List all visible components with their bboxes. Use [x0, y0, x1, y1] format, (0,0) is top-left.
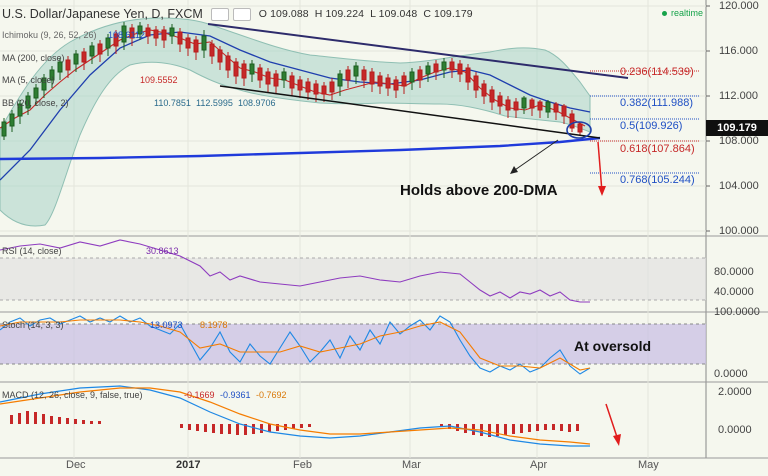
fib-level-label: 0.236(114.539) [620, 66, 694, 78]
price-axis-label: 112.000 [719, 90, 758, 102]
rsi-legend[interactable]: RSI (14, close) [2, 246, 62, 256]
realtime-dot-icon [662, 10, 667, 16]
macd-legend[interactable]: MACD (12, 26, close, 9, false, true) [2, 390, 143, 400]
ma200-line [0, 136, 601, 161]
price-axis-label: 120.000 [719, 0, 759, 12]
candlesticks [1, 22, 583, 140]
macd-line [0, 385, 590, 447]
realtime-label: realtime [671, 8, 704, 18]
ichimoku-legend[interactable]: Ichimoku (9, 26, 52, 26) [2, 30, 97, 40]
oversold-annotation: At oversold [574, 338, 652, 354]
bb-upper-value: 110.7851 [154, 98, 191, 108]
ohlc-low: L 109.048 [370, 8, 418, 20]
fib-level-label: 0.618(107.864) [620, 143, 695, 155]
stoch-k-value: 13.0973 [150, 320, 183, 330]
rsi-line [0, 239, 590, 303]
time-axis-label: Apr [530, 459, 548, 471]
chart-toggle-icon[interactable] [210, 7, 229, 21]
down-arrow-main [597, 141, 603, 193]
ma5-value: 109.5552 [140, 75, 178, 85]
time-axis-label: Mar [402, 459, 421, 471]
chart-header: U.S. Dollar/Japanese Yen, D, FXCM O 109.… [2, 6, 473, 22]
upper-trendline [207, 23, 629, 79]
stoch-axis-label: 100.0000 [714, 306, 760, 318]
ma200-legend[interactable]: MA (200, close) [2, 53, 65, 63]
symbol-title[interactable]: U.S. Dollar/Japanese Yen, D, FXCM [2, 7, 203, 21]
rsi-axis-label: 40.0000 [714, 286, 754, 298]
ma200-value: 108.6112 [108, 30, 145, 40]
fib-level-label: 0.5(109.926) [620, 120, 683, 132]
fib-level-label: 0.382(111.988) [620, 97, 693, 109]
current-price-tag: 109.179 [706, 120, 768, 136]
macd-value: -0.9361 [220, 390, 251, 400]
bb-legend[interactable]: BB (20, close, 2) [2, 98, 69, 108]
macd-hist-value: -0.1669 [184, 390, 215, 400]
time-axis-label: May [638, 459, 659, 471]
stoch-d-value: 8.1978 [200, 320, 228, 330]
stoch-d-line [0, 319, 591, 371]
macd-axis-label: 2.0000 [718, 386, 752, 398]
down-arrow-macd [605, 403, 619, 441]
macd-axis-label: 0.0000 [718, 424, 752, 436]
lower-trendline [219, 85, 601, 139]
price-axis-label: 104.000 [719, 180, 759, 192]
stoch-axis-label: 0.0000 [714, 368, 748, 380]
dma-annotation: Holds above 200-DMA [400, 182, 558, 199]
price-axis-label: 116.000 [719, 45, 758, 57]
time-axis-label: Dec [66, 459, 86, 471]
bb-lower-value: 108.9706 [238, 98, 276, 108]
stoch-k-line [0, 315, 591, 375]
ohlc-open: O 109.088 [258, 8, 309, 20]
price-axis-label: 108.000 [719, 135, 759, 147]
time-axis-label: 2017 [176, 459, 201, 471]
time-axis-label: Feb [293, 459, 312, 471]
chart-settings-icon[interactable] [232, 7, 251, 21]
price-axis-label: 100.000 [719, 225, 759, 237]
ohlc-close: C 109.179 [423, 8, 473, 20]
ohlc-high: H 109.224 [314, 8, 365, 20]
macd-signal-value: -0.7692 [256, 390, 287, 400]
realtime-status: realtime [662, 8, 703, 18]
rsi-value: 30.8613 [146, 246, 179, 256]
stoch-legend[interactable]: Stoch (14, 3, 3) [2, 320, 64, 330]
bb-basis-value: 112.5995 [196, 98, 233, 108]
macd-signal-line [0, 387, 591, 445]
support-circle [566, 121, 592, 139]
bb-middle-line [0, 31, 591, 181]
rsi-axis-label: 80.0000 [714, 266, 754, 278]
fib-level-label: 0.768(105.244) [620, 174, 695, 186]
ma5-legend[interactable]: MA (5, close) [2, 75, 55, 85]
